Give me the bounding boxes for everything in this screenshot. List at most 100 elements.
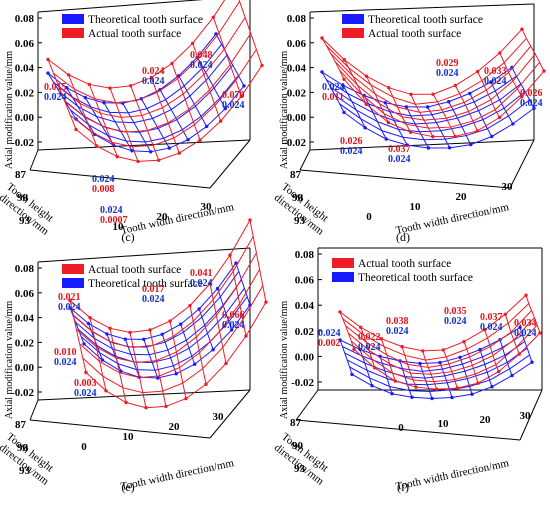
panel-label: (c) — [121, 230, 134, 244]
z-tick-label: 90 — [17, 192, 29, 204]
surface-marker — [228, 253, 232, 257]
surface-marker — [219, 119, 223, 123]
surface-marker — [418, 361, 422, 366]
surface-grid-line — [122, 102, 152, 153]
surface-marker — [74, 127, 78, 132]
y-tick-label: -0.02 — [291, 377, 314, 389]
data-label-theoretical: 0.024 — [318, 328, 341, 339]
surface-grid-line — [235, 262, 251, 306]
surface-marker — [95, 144, 99, 148]
surface-marker — [447, 100, 451, 104]
y-tick-label: 0.08 — [15, 13, 35, 25]
surface-marker — [530, 360, 534, 364]
surface-grid-line — [229, 255, 247, 337]
data-label-theoretical: 0.024 — [142, 294, 165, 305]
z-tick-label: 90 — [292, 440, 304, 452]
data-label-actual: 0.015 — [44, 82, 67, 93]
x-tick-label: 30 — [201, 201, 213, 213]
chart-panel: -0.02 0.00 0.02 0.04 0.06 0.08 87 90 93 10 20 30 Axi… — [0, 0, 264, 244]
surface-grid-line — [82, 285, 264, 394]
data-label-theoretical: 0.024 — [222, 320, 245, 331]
z-tick-labels: 87 90 93 — [290, 417, 306, 475]
data-label-actual: 0.022 — [358, 332, 381, 343]
surface-marker — [46, 57, 50, 62]
surface-marker — [223, 106, 227, 111]
data-label-actual: 0.003 — [74, 378, 97, 389]
surface-markers — [46, 32, 246, 154]
surface-marker — [229, 328, 234, 332]
surface-marker — [538, 331, 542, 335]
legend: Theoretical tooth surface Actual tooth su… — [62, 14, 203, 40]
y-axis-label: Axial modification value/mm — [4, 51, 15, 170]
surface-grid-line — [380, 338, 396, 382]
x-tick-label: 30 — [520, 410, 532, 422]
surface-grid-line — [353, 332, 541, 390]
data-annotations: 0.0240.0020.0220.0240.0380.0240.0350.024… — [318, 306, 537, 353]
data-label-theoretical: 0.024 — [436, 68, 459, 79]
surface-marker — [104, 389, 108, 393]
y-tick-label: 0.00 — [15, 112, 35, 124]
surface-marker — [239, 94, 243, 98]
surface-grid-line — [459, 357, 473, 395]
surface-marker — [379, 337, 383, 341]
axis-box — [29, 0, 251, 189]
surface-grid-line — [469, 93, 493, 137]
z-tick-label: 93 — [294, 215, 306, 227]
surface-marker — [447, 146, 452, 150]
y-axis-label: Axial modification value/mm — [279, 51, 290, 170]
surface-wireframe — [339, 294, 541, 390]
surface-grid-line — [76, 252, 257, 364]
data-label-theoretical: 0.024 — [190, 60, 213, 71]
surface-marker — [511, 122, 515, 126]
surface-grid-line — [442, 349, 458, 389]
surface-marker — [510, 65, 514, 70]
surface-marker — [441, 348, 445, 352]
surface-grid-line — [339, 99, 530, 141]
surface-grid-line — [66, 87, 96, 135]
surface-grid-line — [70, 75, 239, 143]
surface-marker — [148, 328, 152, 332]
surface-grid-line — [321, 37, 345, 80]
surface-grid-line — [405, 106, 429, 149]
surface-marker — [364, 102, 368, 106]
legend-label-theoretical: Theoretical tooth surface — [358, 272, 473, 284]
surface-marker — [156, 376, 160, 380]
surface-grid-line — [83, 304, 251, 379]
y-tick-label: 0.04 — [287, 63, 307, 75]
surface-marker — [84, 370, 88, 375]
surface-grid-line — [504, 314, 520, 355]
surface-grid-line — [342, 303, 530, 361]
x-axis-line — [29, 419, 211, 439]
y-tick-label: 0.02 — [287, 87, 307, 99]
data-label-theoretical: 0.024 — [444, 316, 467, 327]
surface-marker — [157, 158, 161, 162]
x-tick-label: 30 — [213, 411, 225, 423]
surface-grid-line — [339, 61, 540, 129]
x-tick-label: 20 — [169, 421, 181, 433]
surface-grid-line — [479, 349, 493, 387]
x-tick-labels: 10 20 30 — [113, 201, 213, 233]
surface-grid-line — [161, 334, 177, 374]
surface-grid-line — [196, 56, 226, 109]
surface-marker — [184, 396, 188, 401]
data-label-theoretical: 0.024 — [388, 154, 411, 165]
surface-grid-line — [339, 339, 353, 375]
surface-grid-line — [47, 72, 77, 120]
z-axis-line — [299, 149, 311, 171]
surface-marker — [370, 384, 374, 388]
axis-box — [299, 3, 535, 189]
surface-marker — [108, 326, 112, 330]
data-label-actual: 0.011 — [322, 92, 344, 103]
surface-marker — [497, 115, 502, 120]
surface-grid-line — [399, 360, 413, 398]
surface-grid-line — [384, 102, 408, 146]
surface-marker — [264, 300, 268, 304]
surface-marker — [198, 138, 202, 142]
chart-panel: -0.02 0.00 0.02 0.04 0.06 0.08 87 90 93 0 10 20 30 Ax… — [0, 218, 268, 494]
top-edge — [37, 247, 251, 263]
z-axis-line — [29, 149, 39, 171]
chart-panel: -0.02 0.00 0.02 0.04 0.06 0.08 87 90 93 0 10 20 30 Ax… — [272, 247, 543, 494]
y-axis-label: Axial modification value/mm — [4, 301, 15, 420]
surface-grid-line — [69, 307, 85, 345]
surface-grid-line — [484, 329, 500, 372]
